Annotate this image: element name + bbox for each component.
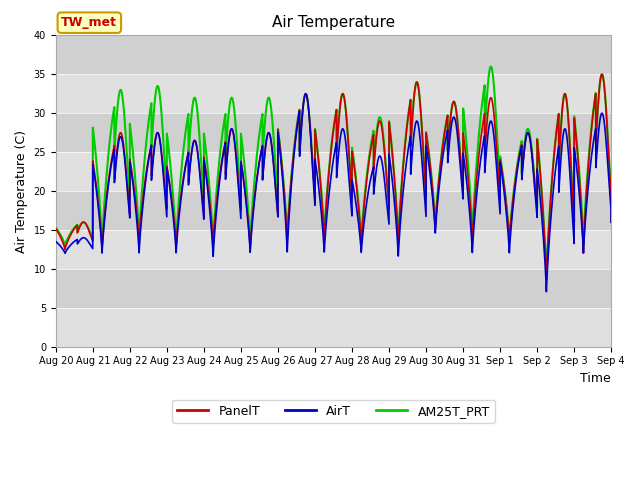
AirT — [607, 219, 615, 225]
AM25T_PRT — [458, 170, 465, 176]
PanelT — [584, 169, 592, 175]
Bar — [56, 308, 611, 347]
PanelT — [52, 226, 60, 232]
AirT — [458, 182, 466, 188]
PanelT — [577, 201, 585, 206]
AirT — [241, 185, 248, 191]
PanelT — [543, 277, 550, 283]
AM25T_PRT — [543, 273, 550, 279]
AirT — [577, 213, 585, 218]
Line: PanelT: PanelT — [56, 74, 611, 280]
AirT — [302, 91, 310, 96]
Bar — [56, 113, 611, 152]
Bar — [56, 269, 611, 308]
AM25T_PRT — [315, 158, 323, 164]
AM25T_PRT — [474, 150, 481, 156]
Bar — [56, 152, 611, 191]
AM25T_PRT — [584, 164, 592, 170]
Bar — [56, 191, 611, 230]
Bar — [56, 36, 611, 74]
AM25T_PRT — [52, 225, 60, 231]
Legend: PanelT, AirT, AM25T_PRT: PanelT, AirT, AM25T_PRT — [172, 400, 495, 423]
Text: TW_met: TW_met — [61, 16, 117, 29]
Bar — [56, 74, 611, 113]
AirT — [52, 239, 60, 244]
PanelT — [241, 183, 248, 189]
AM25T_PRT — [241, 163, 248, 168]
AirT — [584, 186, 592, 192]
PanelT — [607, 219, 615, 225]
AM25T_PRT — [607, 219, 615, 225]
AM25T_PRT — [577, 196, 585, 202]
PanelT — [598, 72, 606, 77]
PanelT — [458, 173, 465, 179]
Y-axis label: Air Temperature (C): Air Temperature (C) — [15, 130, 28, 252]
AirT — [474, 184, 481, 190]
Title: Air Temperature: Air Temperature — [272, 15, 395, 30]
AirT — [315, 184, 323, 190]
AM25T_PRT — [487, 64, 495, 70]
Line: AirT: AirT — [56, 94, 611, 292]
Bar — [56, 230, 611, 269]
AirT — [543, 289, 550, 295]
X-axis label: Time: Time — [580, 372, 611, 385]
PanelT — [315, 160, 323, 166]
PanelT — [474, 167, 481, 173]
Line: AM25T_PRT: AM25T_PRT — [56, 67, 611, 276]
